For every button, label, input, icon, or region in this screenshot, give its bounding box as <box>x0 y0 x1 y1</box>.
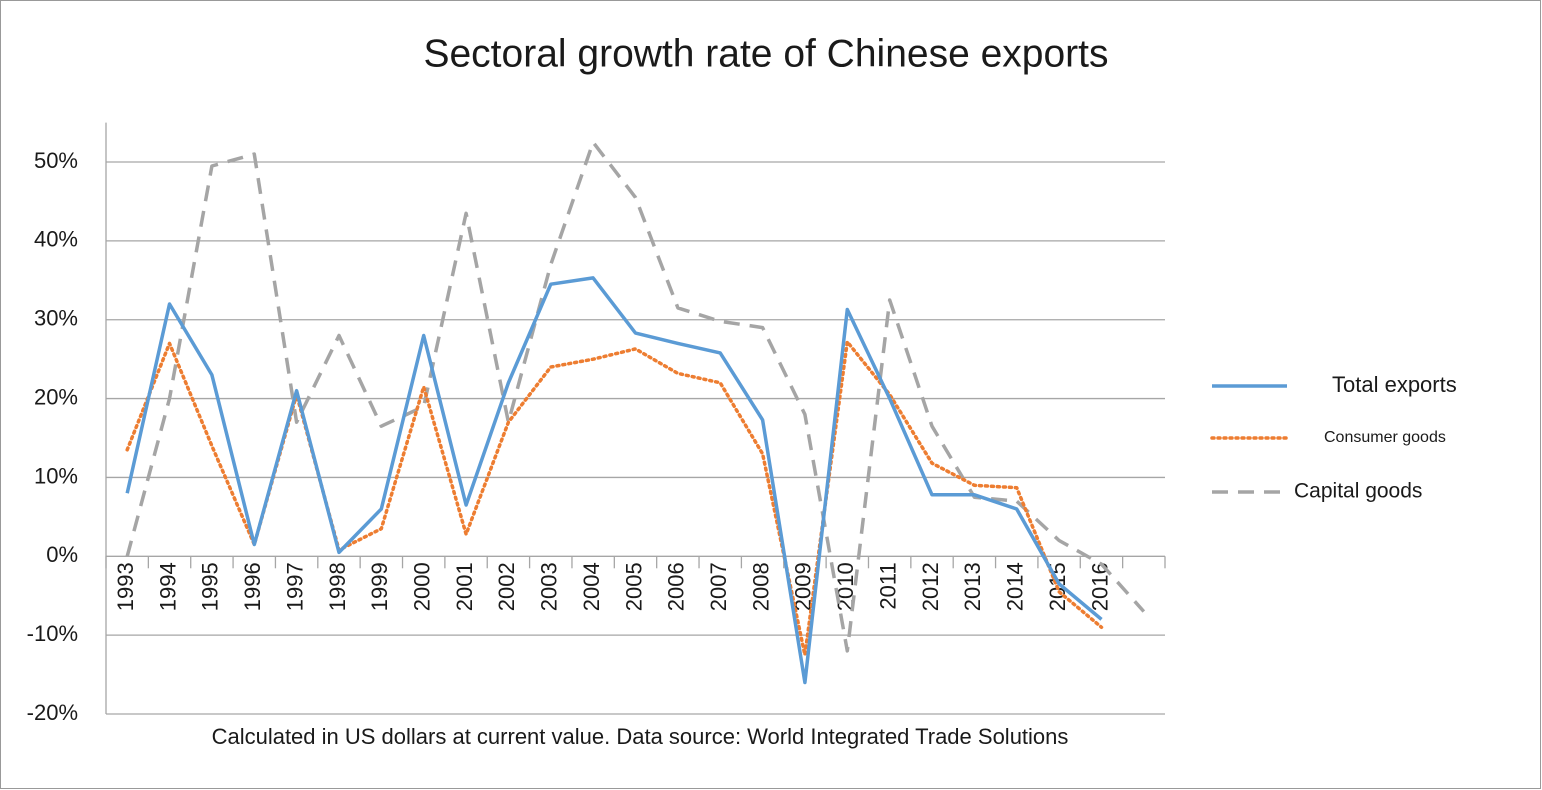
x-tick-label: 2005 <box>621 562 646 611</box>
y-tick-label: 0% <box>46 542 78 567</box>
x-tick-label: 2001 <box>452 562 477 611</box>
y-tick-label: -10% <box>27 621 78 646</box>
y-tick-label: 20% <box>34 384 78 409</box>
x-tick-label: 2007 <box>706 562 731 611</box>
y-tick-label: -20% <box>27 700 78 725</box>
x-tick-label: 2011 <box>875 562 900 609</box>
chart-title: Sectoral growth rate of Chinese exports <box>423 32 1108 75</box>
x-tick-label: 2012 <box>918 562 943 611</box>
y-tick-label: 40% <box>34 227 78 252</box>
y-tick-label: 30% <box>34 306 78 331</box>
y-tick-label: 50% <box>34 148 78 173</box>
x-tick-label: 2002 <box>494 562 519 611</box>
y-tick-label: 10% <box>34 463 78 488</box>
x-tick-label: 1993 <box>113 562 138 611</box>
x-tick-label: 2008 <box>748 562 773 611</box>
x-tick-label: 2013 <box>960 562 985 611</box>
legend-label: Consumer goods <box>1324 429 1446 446</box>
x-tick-label: 2006 <box>664 562 689 611</box>
series-line <box>125 140 1146 653</box>
x-tick-label: 1995 <box>198 562 223 611</box>
series-line <box>125 276 1103 685</box>
x-tick-label: 2003 <box>537 562 562 611</box>
x-tick-label: 2014 <box>1003 562 1028 611</box>
x-tick-label: 1999 <box>367 562 392 611</box>
footnote: Calculated in US dollars at current valu… <box>212 724 1069 749</box>
x-tick-label: 2004 <box>579 562 604 611</box>
legend-label: Capital goods <box>1294 480 1422 503</box>
x-tick-label: 1996 <box>240 562 265 611</box>
x-tick-label: 1998 <box>325 562 350 611</box>
x-tick-label: 2000 <box>410 562 435 611</box>
legend-label: Total exports <box>1332 372 1457 397</box>
x-tick-label: 1997 <box>282 562 307 611</box>
x-tick-label: 1994 <box>155 562 180 611</box>
